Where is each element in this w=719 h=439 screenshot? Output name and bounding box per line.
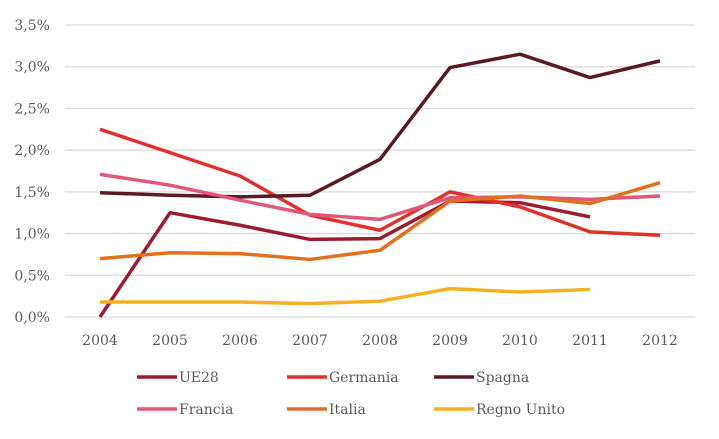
x-tick-label: 2012 <box>642 333 678 349</box>
legend-label: Regno Unito <box>476 402 565 418</box>
legend-label: UE28 <box>179 370 219 386</box>
legend-item: Spagna <box>434 370 529 386</box>
legend-label: Francia <box>179 402 233 418</box>
x-axis: 2004 2005 2006 2007 2008 2009 2010 2011 2012 <box>82 333 678 349</box>
legend-item: Germania <box>287 370 399 386</box>
y-tick-label: 3,5% <box>14 18 50 34</box>
legend-label: Germania <box>329 370 399 386</box>
legend-item: Italia <box>287 402 366 418</box>
x-tick-label: 2008 <box>362 333 398 349</box>
x-tick-label: 2005 <box>152 333 188 349</box>
y-tick-label: 2,0% <box>14 143 50 159</box>
y-tick-label: 2,5% <box>14 101 50 117</box>
series-lines <box>98 52 661 318</box>
series-line-spagna <box>99 52 661 199</box>
gridlines <box>65 24 695 318</box>
series-line-regno-unito <box>100 286 591 306</box>
x-tick-label: 2006 <box>222 333 258 349</box>
legend-item: Francia <box>137 402 233 418</box>
y-tick-label: 0,0% <box>14 310 50 326</box>
x-tick-label: 2007 <box>292 333 328 349</box>
y-axis: 0,0% 0,5% 1,0% 1,5% 2,0% 2,5% 3,0% 3,5% <box>14 18 50 326</box>
legend-item: Regno Unito <box>434 402 565 418</box>
legend: UE28 Germania Spagna Francia Italia Regno Uni… <box>137 370 565 418</box>
legend-item: UE28 <box>137 370 219 386</box>
series-line-ue28 <box>98 199 591 318</box>
x-tick-label: 2011 <box>572 333 608 349</box>
y-tick-label: 0,5% <box>14 268 50 284</box>
y-tick-label: 1,5% <box>14 185 50 201</box>
x-tick-label: 2010 <box>502 333 538 349</box>
x-tick-label: 2004 <box>82 333 118 349</box>
y-tick-label: 1,0% <box>14 227 50 243</box>
y-tick-label: 3,0% <box>14 60 50 76</box>
legend-label: Italia <box>329 402 366 418</box>
legend-label: Spagna <box>476 370 529 386</box>
x-tick-label: 2009 <box>432 333 468 349</box>
